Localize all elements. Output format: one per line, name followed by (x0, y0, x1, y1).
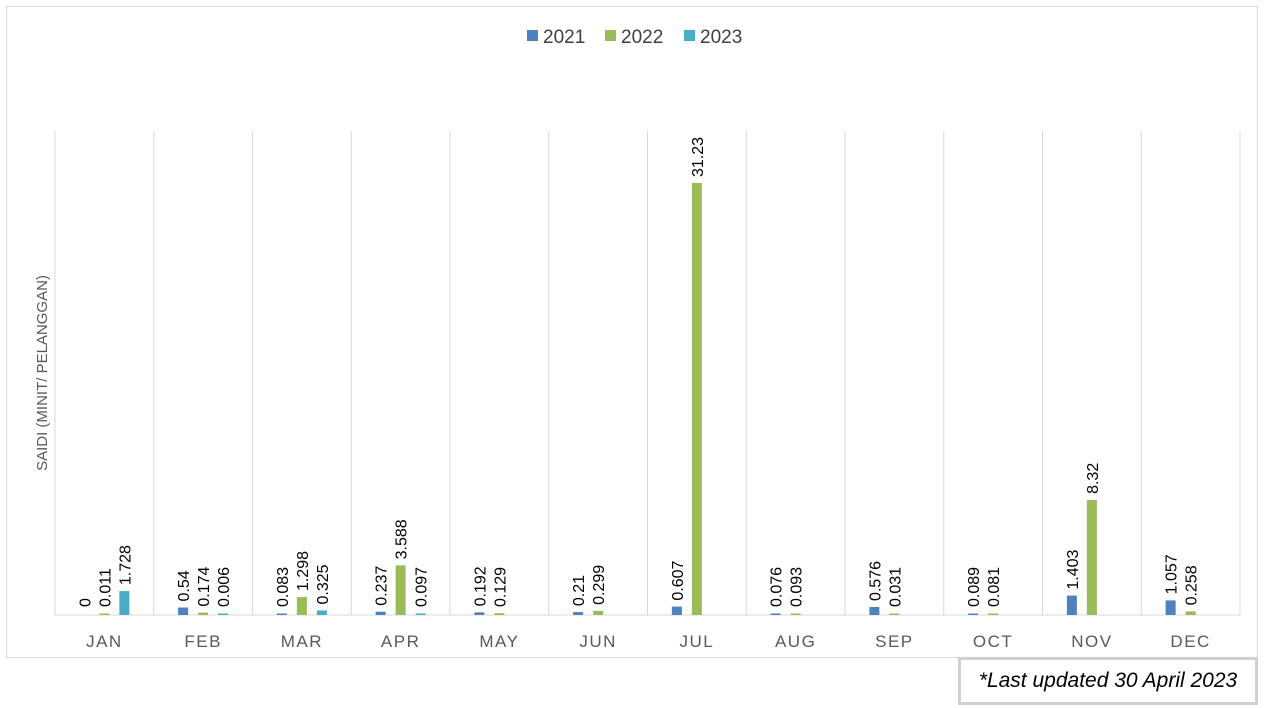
x-tick-label: JUN (579, 632, 617, 651)
last-updated-note: *Last updated 30 April 2023 (958, 657, 1258, 705)
x-tick-label: MAR (281, 632, 323, 651)
bar-2023 (218, 613, 229, 615)
data-label: 0.011 (97, 568, 114, 607)
bar-2021 (573, 612, 584, 615)
bar-2022 (889, 613, 900, 615)
bar-2022 (790, 613, 801, 615)
x-tick-label: NOV (1071, 632, 1112, 651)
bar-2021 (671, 606, 682, 615)
x-tick-label: SEP (875, 632, 914, 651)
data-label: 1.057 (1164, 554, 1181, 594)
data-label: 0 (77, 598, 94, 607)
bar-2022 (395, 565, 406, 615)
data-label: 0.097 (414, 567, 431, 607)
data-label: 1.298 (295, 551, 312, 591)
x-tick-label: APR (381, 632, 420, 651)
x-tick-label: JUL (680, 632, 715, 651)
bar-2021 (178, 607, 189, 615)
data-label: 0.093 (789, 567, 806, 607)
bar-chart: JAN FEB MAR APR MAY JUN JUL AUG SEP OCT NOV DEC 0 0.5… (34, 27, 1241, 651)
data-label: 0.081 (986, 567, 1003, 607)
bar-2023 (316, 610, 327, 615)
bar-2021 (770, 613, 781, 615)
bar-2021 (1066, 595, 1077, 615)
x-tick-label: MAY (479, 632, 519, 651)
data-label: 0.129 (492, 567, 509, 607)
data-label: 1.403 (1065, 549, 1082, 589)
bar-2021 (276, 613, 287, 615)
data-label: 0.237 (374, 566, 391, 606)
data-label: 0.192 (472, 566, 489, 606)
data-label: 0.576 (867, 561, 884, 601)
x-tick-label: JAN (86, 632, 123, 651)
data-label: 0.174 (196, 566, 213, 606)
bar-2023 (415, 613, 426, 615)
data-label: 0.076 (769, 567, 786, 607)
legend-label-2021: 2021 (543, 27, 585, 48)
bar-2021 (375, 611, 386, 615)
bar-2021 (869, 607, 880, 615)
legend-swatch-2021 (527, 30, 538, 41)
data-label: 0.325 (315, 564, 332, 604)
data-label: 0.607 (670, 560, 687, 600)
bar-2021 (1165, 600, 1176, 615)
x-tick-label: DEC (1170, 632, 1210, 651)
bar-2021 (474, 612, 485, 615)
data-label: 8.32 (1085, 463, 1102, 494)
chart-frame (6, 6, 1258, 658)
y-axis-title: SAIDI (MINIT/ PELANGGAN) (34, 275, 51, 471)
bar-2022 (296, 597, 307, 615)
data-label: 1.728 (117, 545, 134, 585)
data-label: 0.089 (966, 567, 983, 607)
bar-2022 (988, 613, 999, 615)
bar-2022 (99, 613, 110, 615)
data-label: 0.006 (216, 567, 233, 607)
data-label: 0.083 (275, 567, 292, 607)
x-tick-label: AUG (775, 632, 816, 651)
legend-swatch-2023 (684, 30, 695, 41)
data-label: 0.258 (1184, 565, 1201, 605)
data-label: 31.23 (690, 137, 707, 177)
bar-2022 (593, 610, 604, 615)
legend-label-2022: 2022 (621, 27, 663, 48)
x-tick-label: FEB (184, 632, 222, 651)
data-label: 0.031 (887, 567, 904, 607)
legend-label-2023: 2023 (700, 27, 742, 48)
data-label: 0.299 (591, 565, 608, 605)
bar-2022 (494, 613, 505, 615)
bar-2021 (968, 613, 979, 615)
bar-2022 (691, 183, 702, 615)
bar-2023 (119, 591, 130, 615)
data-label: 3.588 (394, 519, 411, 559)
legend-swatch-2022 (605, 30, 616, 41)
bar-2022 (1086, 499, 1097, 615)
data-label: 0.54 (176, 570, 193, 601)
bar-2022 (1185, 611, 1196, 615)
data-label: 0.21 (571, 575, 588, 606)
x-tick-label: OCT (973, 632, 1013, 651)
bar-2022 (198, 612, 209, 615)
